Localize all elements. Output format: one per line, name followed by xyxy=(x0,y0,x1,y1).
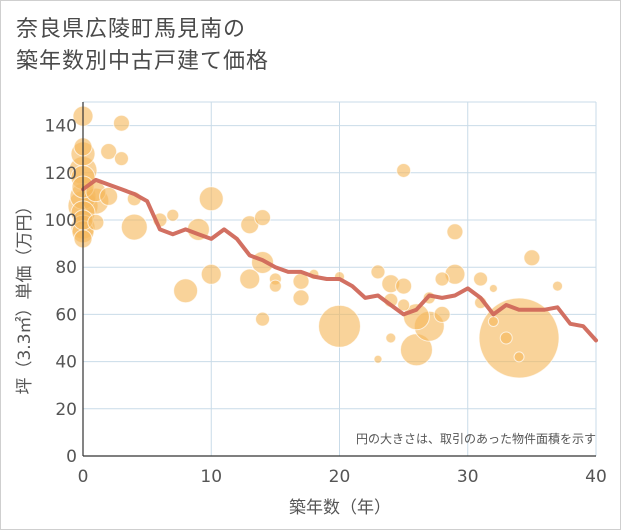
data-bubble xyxy=(473,271,489,287)
data-bubble xyxy=(166,208,180,222)
data-bubble xyxy=(397,298,411,312)
title-line-1: 奈良県広陵町馬見南の xyxy=(16,17,247,42)
y-axis-label: 坪（3.3㎡）単価（万円） xyxy=(15,197,35,394)
data-bubble xyxy=(318,304,361,348)
y-tick-label: 80 xyxy=(55,258,77,278)
data-bubble xyxy=(120,213,148,241)
data-bubble xyxy=(173,278,199,304)
y-tick-label: 20 xyxy=(55,400,77,420)
data-bubble xyxy=(385,332,397,344)
data-bubble xyxy=(396,162,412,178)
bubble-layer xyxy=(67,105,564,379)
data-bubble xyxy=(255,311,271,327)
x-axis-label: 築年数（年） xyxy=(289,498,391,518)
data-bubble xyxy=(513,351,525,363)
data-bubble xyxy=(552,280,564,292)
data-bubble xyxy=(87,213,105,231)
data-bubble xyxy=(433,305,451,323)
x-tick-label: 0 xyxy=(78,467,89,487)
data-bubble xyxy=(487,315,499,327)
bubble-size-note: 円の大きさは、取引のあった物件面積を示す xyxy=(356,431,596,446)
trend-line-layer xyxy=(81,177,598,343)
y-tick-label: 100 xyxy=(45,211,77,231)
y-tick-label: 60 xyxy=(55,305,77,325)
data-bubble xyxy=(254,209,272,227)
data-bubble xyxy=(395,277,413,295)
data-bubble xyxy=(370,264,386,280)
x-tick-label: 20 xyxy=(329,467,351,487)
x-tick-label: 30 xyxy=(457,467,479,487)
data-bubble xyxy=(100,143,118,161)
data-bubble xyxy=(239,268,261,290)
data-bubble xyxy=(113,151,129,167)
data-bubble xyxy=(200,263,222,285)
data-bubble xyxy=(292,289,310,307)
axes xyxy=(82,102,596,457)
data-bubble xyxy=(198,186,224,212)
title-line-2: 築年数別中古戸建て価格 xyxy=(16,49,270,74)
data-bubble xyxy=(268,279,282,293)
data-bubble xyxy=(99,186,119,206)
y-tick-label: 40 xyxy=(55,353,77,373)
data-bubble xyxy=(446,223,464,241)
x-tick-label: 10 xyxy=(200,467,222,487)
y-tick-label: 0 xyxy=(66,447,77,467)
data-bubble xyxy=(488,283,498,293)
data-bubble xyxy=(112,114,130,132)
x-tick-label: 40 xyxy=(585,467,607,487)
data-bubble xyxy=(373,354,383,364)
data-bubble xyxy=(499,331,513,345)
grid-lines xyxy=(83,101,597,456)
data-bubble xyxy=(523,249,541,267)
y-tick-label: 120 xyxy=(45,164,77,184)
data-bubble xyxy=(478,297,560,379)
average-price-line xyxy=(81,177,598,343)
data-bubble xyxy=(434,271,450,287)
tick-labels: 0 10 20 30 40 0 20 40 60 80 100 120 140 xyxy=(45,117,607,487)
y-tick-label: 140 xyxy=(45,117,77,137)
chart-title: 奈良県広陵町馬見南の 築年数別中古戸建て価格 xyxy=(16,14,269,78)
